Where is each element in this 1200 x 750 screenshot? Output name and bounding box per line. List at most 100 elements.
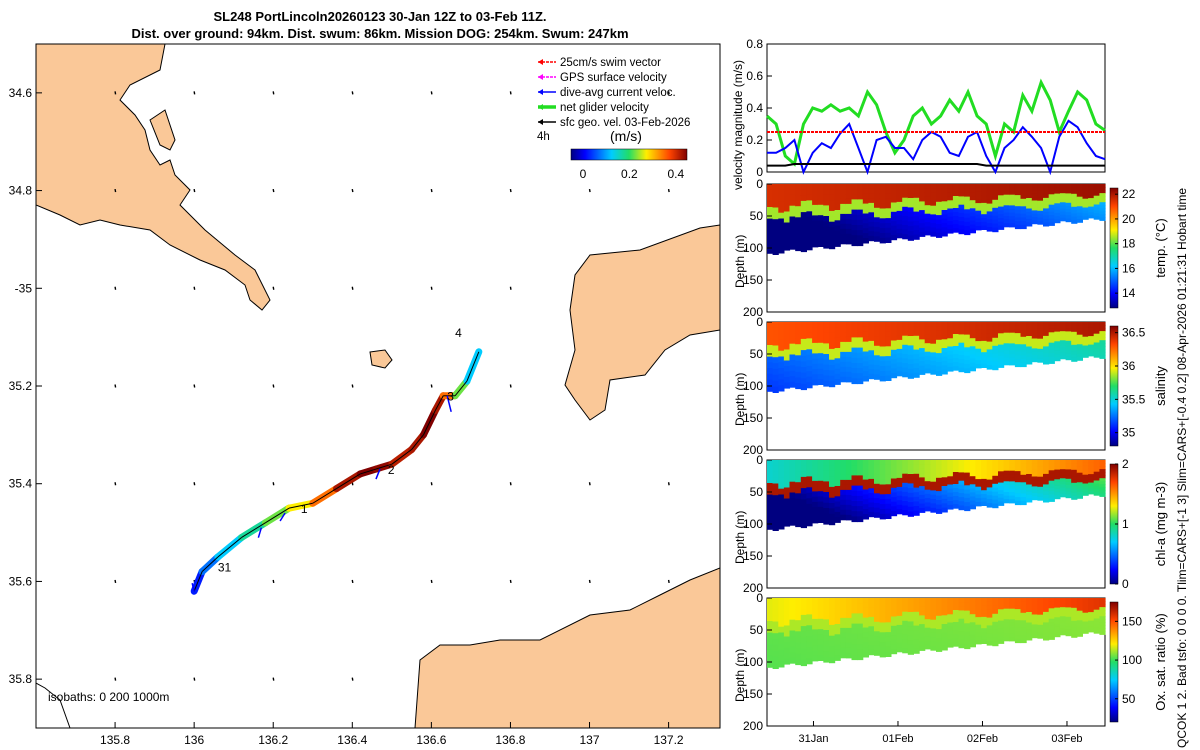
legend-entry: dive-avg current veloc. (560, 87, 676, 99)
section-cell (1026, 602, 1032, 606)
section-cell (874, 189, 880, 194)
section-cell (936, 500, 942, 505)
section-cell (908, 469, 914, 474)
section-cell (970, 492, 976, 497)
section-cell (942, 624, 948, 629)
section-cell (959, 184, 965, 189)
section-cell (959, 330, 965, 335)
section-cell (1009, 489, 1015, 493)
section-cell (947, 322, 953, 327)
section-cell (1026, 636, 1032, 640)
section-cell (908, 221, 914, 226)
section-cell (852, 516, 858, 522)
section-cell (959, 334, 965, 339)
section-cell (891, 354, 897, 359)
section-cell (857, 624, 863, 630)
section-cell (919, 607, 925, 612)
section-cell (981, 609, 987, 613)
section-cell (795, 355, 801, 361)
section-cell (880, 223, 886, 229)
section-cell (1021, 206, 1027, 210)
section-cell (767, 357, 773, 363)
section-cell (1015, 460, 1021, 464)
section-cell (1015, 617, 1021, 621)
section-cell (947, 221, 953, 226)
section-cell (767, 224, 773, 230)
section-cell (857, 496, 863, 502)
section-cell (812, 656, 818, 662)
section-cell (868, 203, 874, 208)
section-cell (778, 357, 784, 363)
section-cell (981, 199, 987, 203)
section-cell (925, 209, 931, 214)
section-cell (1066, 629, 1072, 633)
isobaths-label: isobaths: 0 200 1000m (48, 690, 169, 704)
section-cell (868, 607, 874, 612)
section-cell (981, 333, 987, 337)
section-cell (1043, 201, 1049, 205)
section-cell (863, 342, 869, 348)
section-cell (773, 645, 779, 652)
section-cell (1004, 191, 1010, 195)
section-cell (840, 643, 846, 649)
section-cell (818, 629, 824, 635)
section-cell (880, 494, 886, 500)
section-cell (835, 322, 841, 328)
section-cell (942, 348, 948, 353)
section-cell (987, 610, 993, 615)
section-cell (818, 369, 824, 375)
section-cell (880, 337, 886, 343)
section-cell (1088, 466, 1094, 469)
section-cell (874, 236, 880, 241)
section-cell (795, 234, 801, 240)
section-cell (1043, 346, 1049, 350)
section-cell (863, 628, 869, 634)
current-vector (590, 189, 591, 192)
section-cell (1094, 630, 1100, 634)
section-cell (975, 360, 981, 364)
section-cell (919, 611, 925, 616)
section-cell (812, 205, 818, 211)
section-cell (823, 651, 829, 657)
section-cell (998, 352, 1004, 356)
colorbar-tick-label: 14 (1122, 286, 1136, 300)
section-cell (897, 491, 903, 496)
section-cell (784, 604, 790, 610)
section-cell (795, 372, 801, 378)
section-cell (891, 511, 897, 516)
section-cell (829, 200, 835, 206)
section-cell (846, 229, 852, 235)
section-cell (790, 195, 796, 201)
section-cell (829, 222, 835, 228)
section-cell (1026, 188, 1032, 192)
section-cell (975, 199, 981, 203)
section-cell (790, 625, 796, 631)
section-cell (908, 198, 914, 203)
section-cell (835, 655, 841, 661)
section-cell (829, 327, 835, 333)
section-cell (795, 493, 801, 499)
section-cell (975, 184, 981, 188)
section-cell (947, 204, 953, 209)
section-cell (863, 637, 869, 643)
section-cell (863, 214, 869, 220)
section-cell (885, 499, 891, 505)
section-cell (1099, 337, 1105, 341)
section-cell (790, 338, 796, 344)
section-cell (981, 341, 987, 345)
section-cell (874, 617, 880, 622)
section-cell (975, 364, 981, 368)
section-cell (795, 642, 801, 648)
section-cell (964, 188, 970, 193)
section-cell (1026, 481, 1032, 485)
section-cell (987, 480, 993, 485)
section-cell (778, 230, 784, 236)
section-cell (987, 602, 993, 607)
section-cell (891, 212, 897, 217)
section-cell (778, 661, 784, 667)
section-cell (908, 460, 914, 465)
colorbar-label: chl-a (mg m-3) (1153, 482, 1168, 567)
section-cell (947, 501, 953, 506)
section-cell (846, 337, 852, 343)
section-cell (970, 476, 976, 481)
